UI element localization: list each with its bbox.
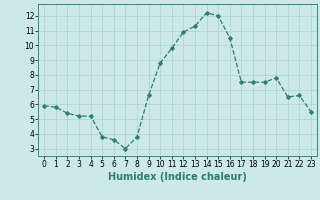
X-axis label: Humidex (Indice chaleur): Humidex (Indice chaleur) [108, 172, 247, 182]
